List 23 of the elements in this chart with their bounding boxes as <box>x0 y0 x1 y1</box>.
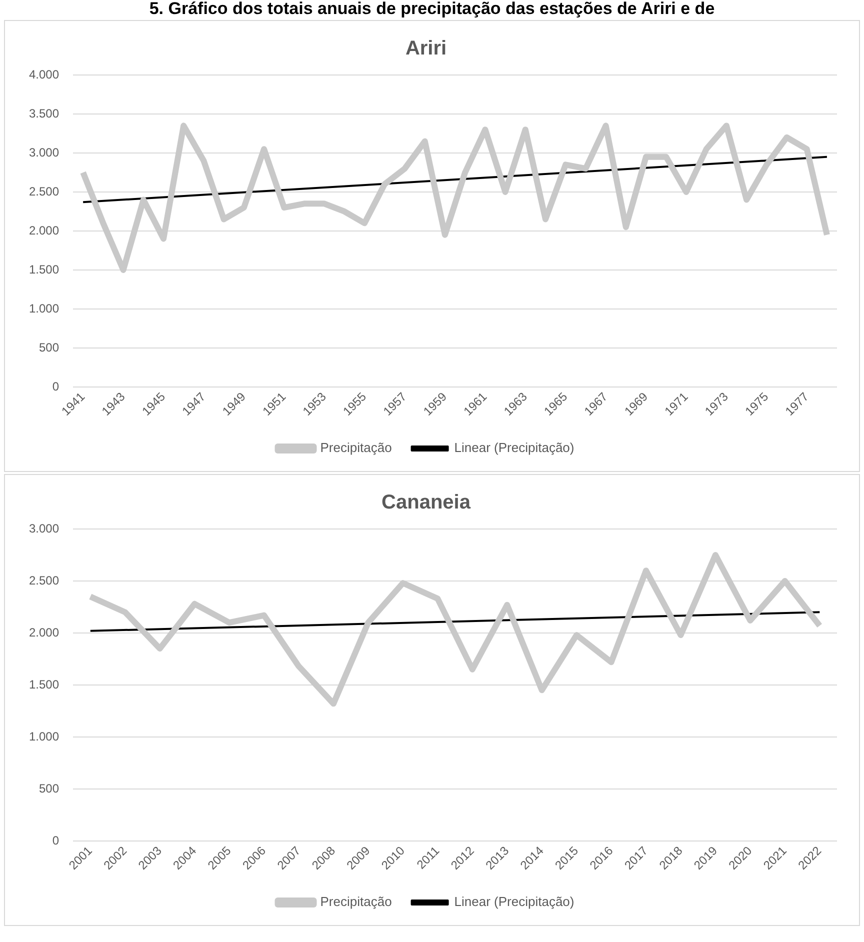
chart-title: Cananeia <box>382 492 472 514</box>
chart-title: Ariri <box>405 38 447 60</box>
y-tick-label: 2.000 <box>29 625 60 640</box>
y-tick-label: 0 <box>52 833 60 848</box>
y-tick-label: 0 <box>52 379 60 394</box>
y-tick-label: 2.500 <box>29 184 60 198</box>
y-tick-label: 2.500 <box>29 573 60 588</box>
y-tick-label: 4.000 <box>29 67 60 82</box>
legend-label: Precipitação <box>320 440 392 456</box>
text: 5. Gráfico dos totais anuais de precipitação das estações de Ariri e de <box>148 0 716 18</box>
legend-label: Precipitação <box>320 894 392 910</box>
y-tick-label: 3.000 <box>29 521 60 536</box>
y-tick-label: 500 <box>39 781 60 796</box>
y-tick-label: 1.000 <box>29 301 60 316</box>
legend-label: Linear (Precipitação) <box>454 440 574 456</box>
y-tick-label: 3.000 <box>29 145 60 160</box>
y-tick-label: 1.500 <box>29 677 60 692</box>
y-tick-label: 1.000 <box>29 729 60 744</box>
legend-label: Linear (Precipitação) <box>454 894 574 910</box>
y-tick-label: 2.000 <box>29 223 60 238</box>
y-tick-label: 1.500 <box>29 262 60 276</box>
y-tick-label: 500 <box>39 340 60 354</box>
y-tick-label: 3.500 <box>29 106 60 120</box>
